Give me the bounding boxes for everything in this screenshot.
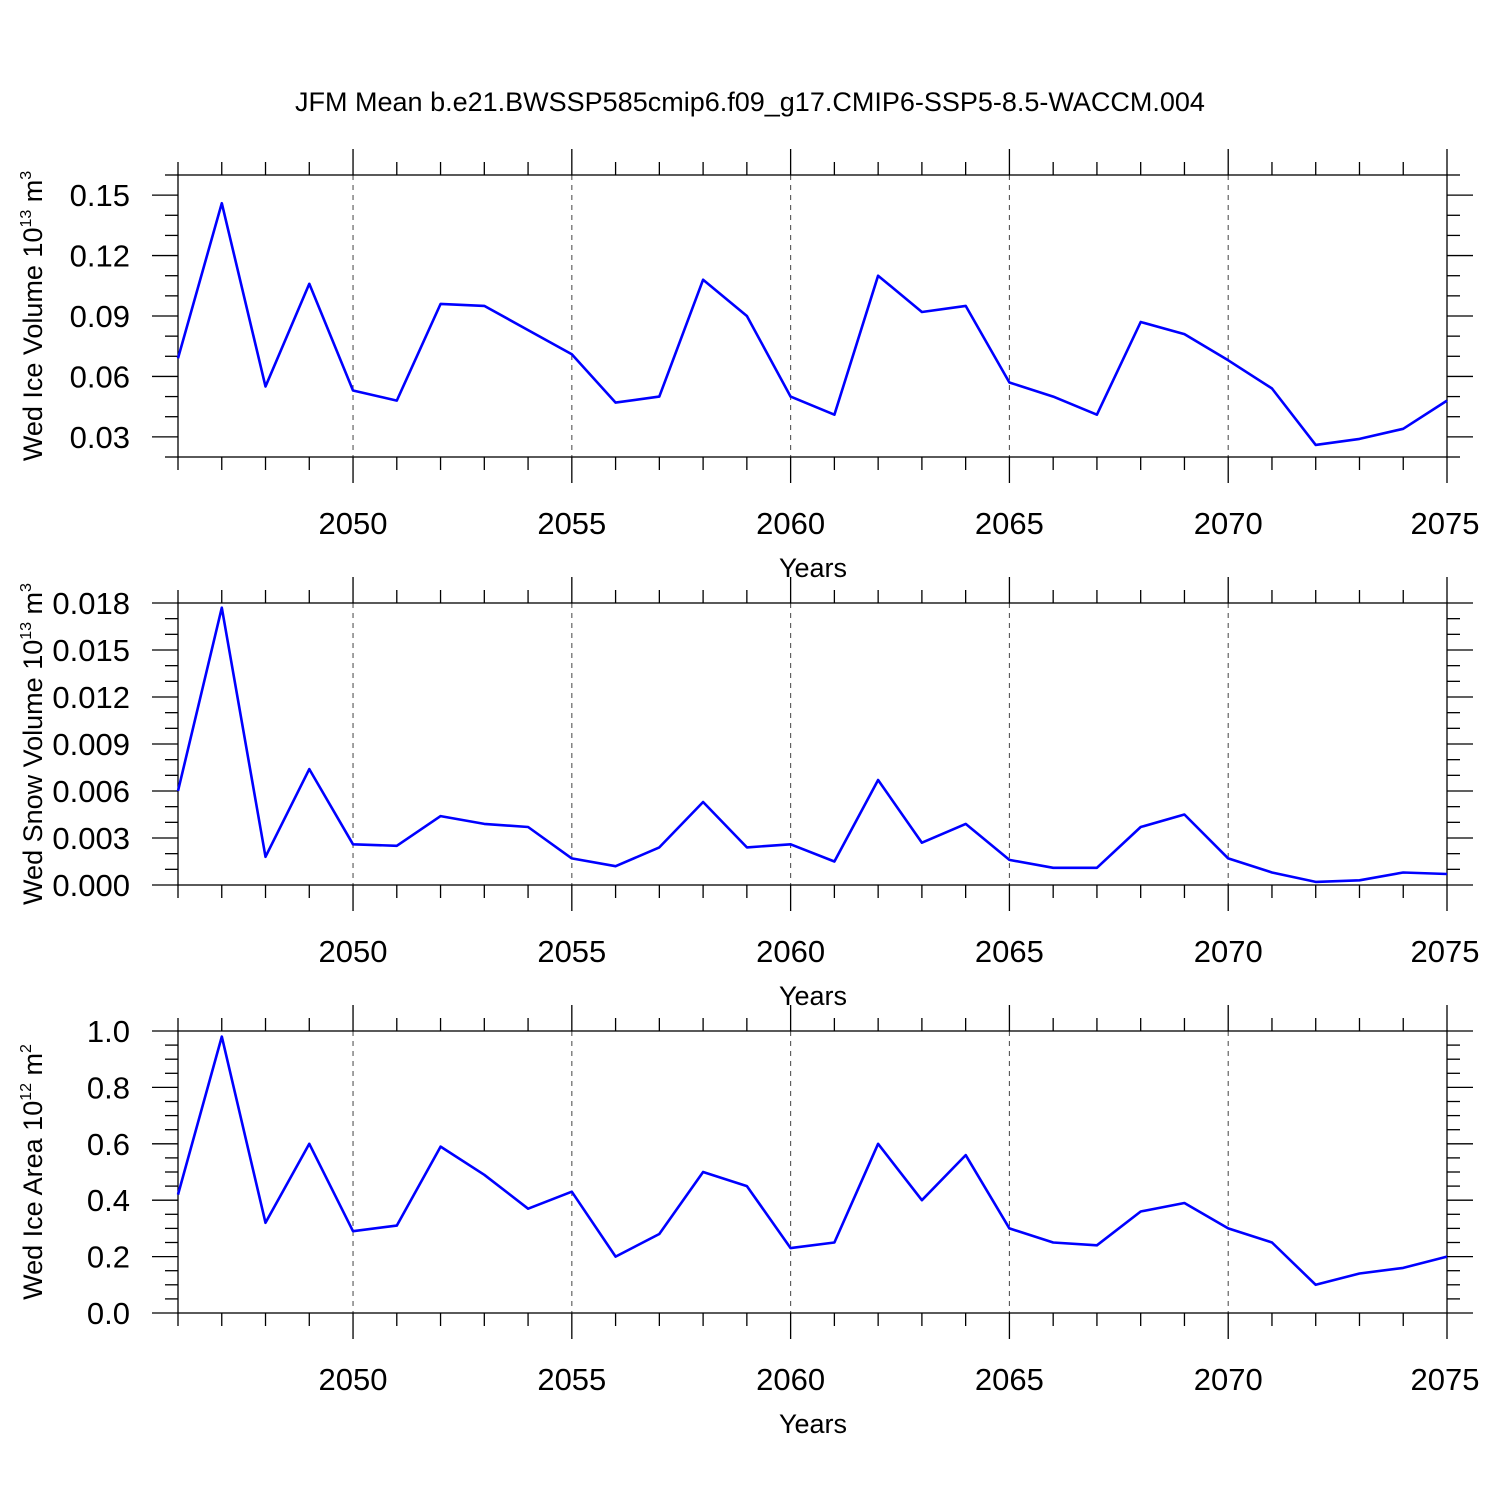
y-axis-label: Wed Snow Volume 1013 m3 [18,583,48,905]
x-axis-label: Years [779,1409,847,1439]
y-tick-label: 0.12 [70,239,130,274]
y-tick-label: 0.018 [52,586,130,621]
y-tick-label: 0.015 [52,633,130,668]
y-tick-label: 0.06 [70,359,130,394]
y-tick-label: 0.03 [70,420,130,455]
x-tick-label: 2075 [1411,1362,1480,1397]
y-tick-label: 0.15 [70,178,130,213]
y-tick-label: 1.0 [87,1014,130,1049]
x-tick-label: 2070 [1194,1362,1263,1397]
x-tick-label: 2055 [537,506,606,541]
y-tick-label: 0.2 [87,1240,130,1275]
y-tick-label: 0.012 [52,680,130,715]
y-axis-label: Wed Ice Area 1012 m2 [18,1044,48,1300]
panel-2: 0.000 0.003 0.006 0.009 0.012 0.015 0.018 2050 2… [18,577,1479,1011]
x-tick-label: 2065 [975,1362,1044,1397]
chart-title: JFM Mean b.e21.BWSSP585cmip6.f09_g17.CMI… [295,87,1205,117]
x-tick-label: 2050 [319,1362,388,1397]
x-axis-label: Years [779,981,847,1011]
series-line [176,1035,1448,1287]
x-tick-label: 2075 [1411,934,1480,969]
x-tick-label: 2060 [756,506,825,541]
series-line [176,606,1448,884]
x-tick-label: 2060 [756,1362,825,1397]
y-tick-label: 0.0 [87,1296,130,1331]
panel-1: 0.03 0.06 0.09 0.12 0.15 2050 2055 2060 2065 2070… [18,149,1479,583]
panel-3: 0.0 0.2 0.4 0.6 0.8 1.0 2050 2055 2060 2065 2070 20… [18,1005,1479,1439]
x-tick-label: 2075 [1411,506,1480,541]
y-tick-label: 0.003 [52,821,130,856]
x-tick-label: 2055 [537,934,606,969]
x-axis-label: Years [779,553,847,583]
y-tick-label: 0.000 [52,868,130,903]
y-tick-label: 0.006 [52,774,130,809]
panels: 0.03 0.06 0.09 0.12 0.15 2050 2055 2060 2065 2070… [18,149,1479,1439]
y-tick-label: 0.4 [87,1183,130,1218]
y-tick-label: 0.09 [70,299,130,334]
x-tick-label: 2065 [975,934,1044,969]
x-tick-label: 2070 [1194,506,1263,541]
x-tick-label: 2060 [756,934,825,969]
y-tick-label: 0.6 [87,1127,130,1162]
plot-frame [177,602,1448,886]
y-tick-label: 0.009 [52,727,130,762]
x-tick-label: 2050 [319,934,388,969]
series-line [176,201,1448,447]
plot-frame [177,1030,1448,1314]
plot-frame [177,174,1448,458]
y-axis-label: Wed Ice Volume 1013 m3 [18,171,48,461]
x-tick-label: 2065 [975,506,1044,541]
x-tick-label: 2070 [1194,934,1263,969]
x-tick-label: 2050 [319,506,388,541]
y-tick-label: 0.8 [87,1070,130,1105]
x-tick-label: 2055 [537,1362,606,1397]
